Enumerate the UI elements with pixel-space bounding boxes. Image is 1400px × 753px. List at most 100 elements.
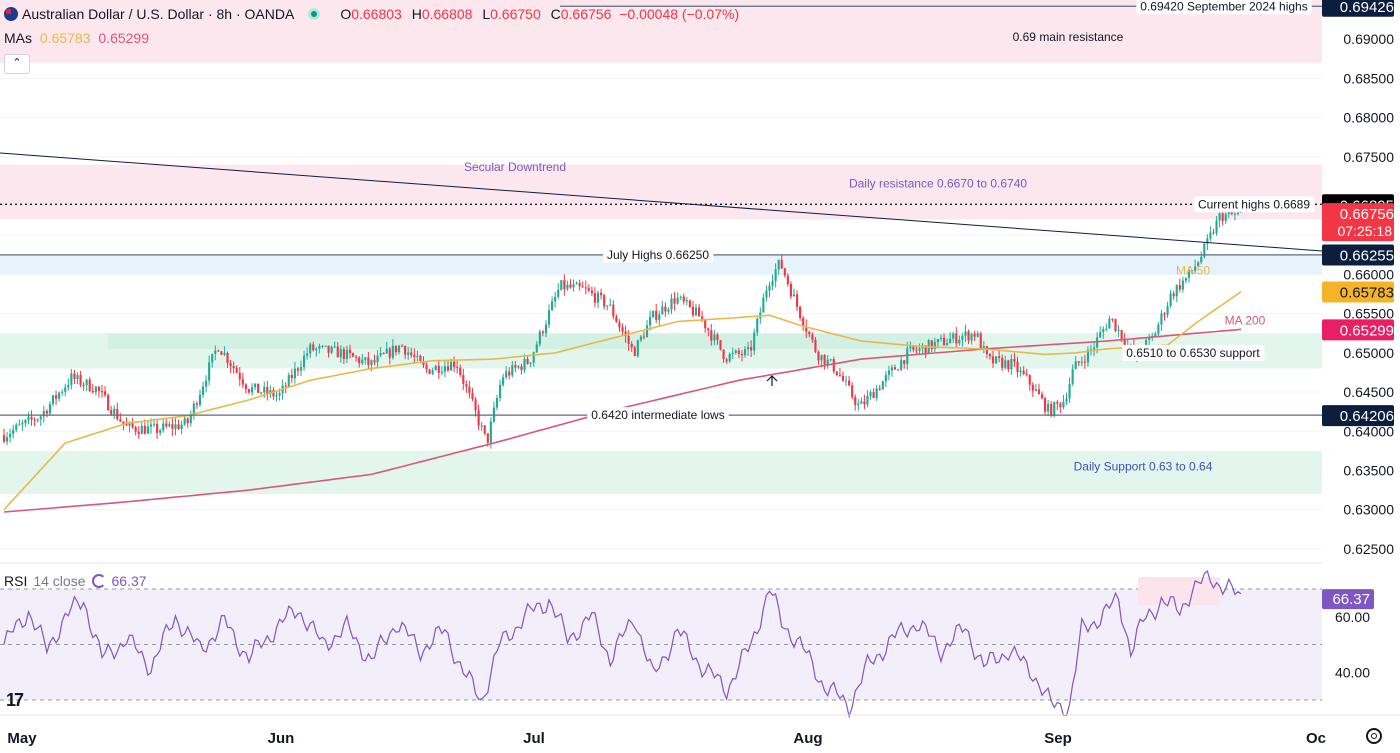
candle-body bbox=[1089, 349, 1093, 351]
price-tag-0-65299 bbox=[1322, 319, 1394, 341]
candle-body bbox=[159, 430, 162, 433]
settings-icon[interactable] bbox=[1366, 728, 1382, 744]
market-status-icon bbox=[308, 8, 321, 20]
candle-body bbox=[254, 383, 257, 388]
candle-body bbox=[489, 421, 492, 443]
candle-body bbox=[538, 331, 541, 345]
candle-body bbox=[814, 339, 817, 352]
candle-body bbox=[140, 425, 143, 434]
tradingview-logo-icon[interactable]: 17 bbox=[6, 690, 24, 710]
candle-body bbox=[1166, 305, 1169, 315]
candle-body bbox=[382, 353, 385, 355]
candle-body bbox=[208, 362, 211, 381]
candle-body bbox=[152, 423, 156, 425]
candle-body bbox=[1212, 232, 1215, 234]
candle-body bbox=[596, 292, 600, 303]
candle-body bbox=[1190, 270, 1194, 272]
candle-body bbox=[973, 333, 976, 337]
candle-body bbox=[330, 346, 333, 353]
candle-body bbox=[428, 369, 431, 374]
candle-body bbox=[241, 379, 244, 385]
candle-body bbox=[1086, 349, 1090, 363]
candle-body bbox=[942, 337, 946, 346]
candle-body bbox=[2, 435, 6, 442]
collapse-legend-button[interactable]: ⌃ bbox=[4, 54, 30, 74]
price-tag-text: 0.64206 bbox=[1340, 408, 1394, 425]
candle-body bbox=[728, 354, 731, 362]
candle-body bbox=[707, 328, 710, 331]
rsi-params: 14 close bbox=[33, 573, 86, 589]
candle-body bbox=[1016, 361, 1019, 373]
ma50-line bbox=[3, 291, 1242, 511]
candle-body bbox=[893, 367, 897, 370]
candle-body bbox=[58, 392, 61, 399]
candle-body bbox=[171, 424, 174, 429]
candle-body bbox=[1019, 370, 1022, 373]
rsi-refresh-icon[interactable] bbox=[91, 574, 106, 588]
candle-body bbox=[618, 322, 621, 328]
candle-body bbox=[156, 423, 159, 433]
candle-body bbox=[495, 397, 499, 408]
candle-body bbox=[792, 294, 796, 297]
candle-body bbox=[257, 383, 260, 393]
candle-body bbox=[897, 369, 900, 371]
candle-body bbox=[743, 349, 747, 356]
candle-body bbox=[137, 431, 140, 434]
candle-body bbox=[345, 349, 349, 359]
candle-body bbox=[180, 424, 183, 430]
candle-body bbox=[694, 307, 698, 316]
candle-body bbox=[483, 425, 486, 434]
candle-body bbox=[1044, 398, 1047, 412]
candle-body bbox=[226, 352, 229, 364]
candle-body bbox=[783, 268, 786, 276]
candle-body bbox=[64, 387, 67, 392]
candle-body bbox=[526, 358, 529, 364]
candle-body bbox=[930, 340, 933, 349]
annotation-support-510-bg bbox=[1122, 344, 1265, 361]
rsi-legend[interactable]: RSI 14 close 66.37 bbox=[4, 573, 147, 589]
candle-body bbox=[376, 355, 379, 363]
candle-body bbox=[1062, 401, 1065, 408]
candle-body bbox=[30, 416, 33, 420]
candle-body bbox=[933, 342, 936, 349]
candle-body bbox=[514, 365, 517, 368]
candle-body bbox=[116, 408, 119, 420]
candle-body bbox=[122, 421, 125, 424]
candle-body bbox=[612, 304, 615, 317]
candle-body bbox=[912, 346, 915, 350]
annotation-ma50: MA 50 bbox=[1176, 264, 1210, 278]
candle-body bbox=[1148, 337, 1151, 340]
candle-body bbox=[24, 419, 27, 424]
candle-body bbox=[670, 298, 673, 310]
candle-body bbox=[1157, 324, 1160, 334]
candle-body bbox=[1111, 318, 1114, 320]
y-tick-label: 0.64000 bbox=[1343, 423, 1394, 439]
candle-body bbox=[802, 318, 805, 327]
candle-body bbox=[477, 410, 480, 426]
candle-body bbox=[578, 283, 581, 287]
annotation-secular-downtrend: Secular Downtrend bbox=[464, 160, 566, 174]
candle-body bbox=[780, 259, 783, 269]
candle-body bbox=[768, 285, 771, 291]
candle-body bbox=[198, 394, 202, 405]
candle-body bbox=[1007, 360, 1010, 370]
candle-body bbox=[985, 346, 988, 355]
candle-body bbox=[777, 259, 780, 270]
candle-body bbox=[805, 326, 808, 332]
candle-body bbox=[1194, 266, 1197, 271]
symbol-title[interactable]: Australian Dollar / U.S. Dollar · 8h · O… bbox=[22, 6, 295, 22]
candle-body bbox=[1172, 293, 1175, 297]
annotation-daily-support: Daily Support 0.63 to 0.64 bbox=[1074, 460, 1213, 474]
candle-body bbox=[1120, 330, 1123, 340]
candle-body bbox=[529, 362, 532, 364]
rsi-label: RSI bbox=[4, 573, 28, 589]
candle-body bbox=[606, 305, 609, 307]
candle-body bbox=[544, 324, 548, 334]
candle-body bbox=[502, 377, 505, 385]
candle-body bbox=[446, 366, 450, 371]
ma-legend[interactable]: MAs 0.65783 0.65299 bbox=[4, 30, 149, 46]
candle-body bbox=[1184, 277, 1187, 281]
x-tick-label: May bbox=[7, 730, 37, 747]
candle-body bbox=[952, 333, 955, 339]
